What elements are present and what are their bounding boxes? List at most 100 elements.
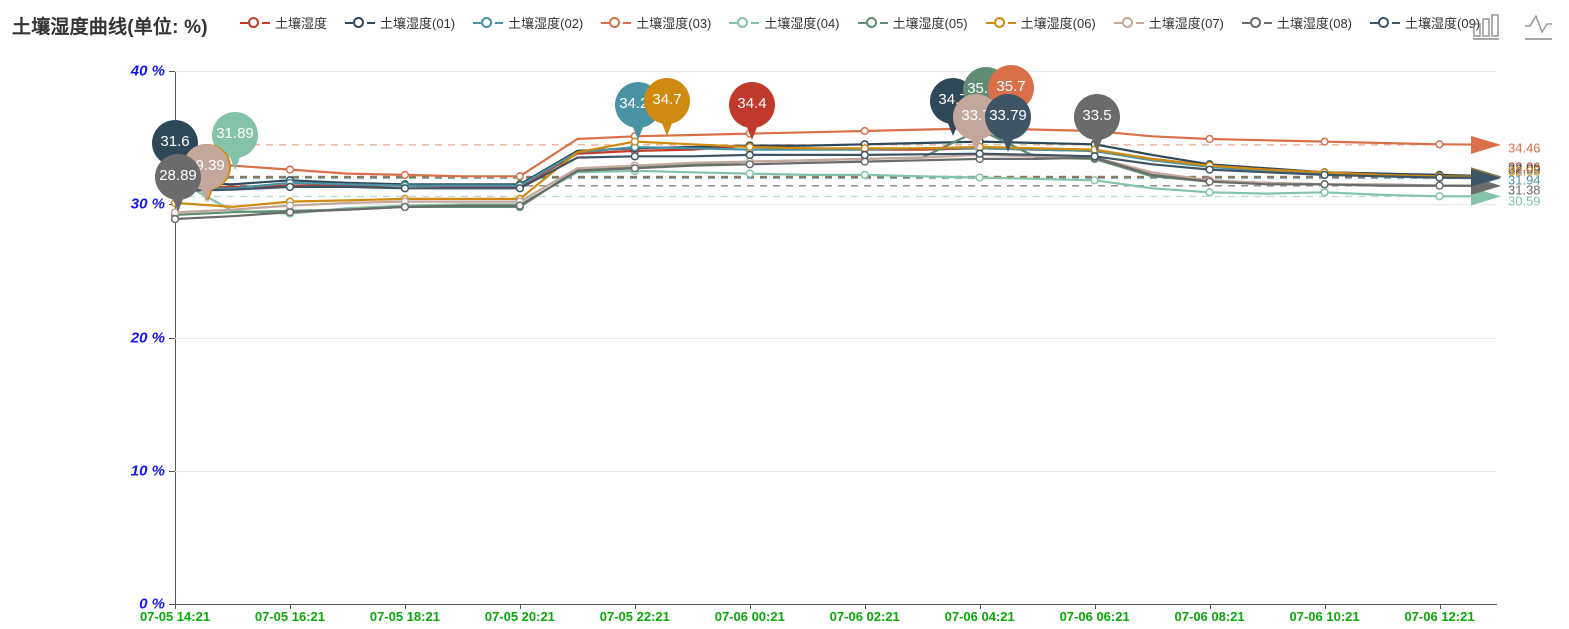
legend-item-2[interactable]: 土壤湿度(02) xyxy=(473,13,583,32)
series-point xyxy=(1435,192,1444,201)
x-tick-label: 07-06 12:21 xyxy=(1404,609,1475,624)
series-point xyxy=(745,142,754,152)
series-point xyxy=(400,170,410,180)
legend-label: 土壤湿度 xyxy=(275,16,328,31)
series-line-0 xyxy=(174,144,1498,190)
series-point xyxy=(630,152,639,161)
x-tick-label: 07-05 20:21 xyxy=(484,609,555,624)
pin-marker-7: 34.4 xyxy=(729,82,775,140)
series-line-7 xyxy=(174,153,1498,214)
series-point xyxy=(1205,165,1214,174)
legend-item-4[interactable]: 土壤湿度(04) xyxy=(729,13,840,32)
series-line-4 xyxy=(174,169,1498,215)
series-point xyxy=(630,164,639,173)
x-tick-label: 07-06 04:21 xyxy=(944,609,1015,624)
legend-label: 土壤湿度(01) xyxy=(380,16,456,31)
gridline xyxy=(175,470,1497,472)
x-tick-mark xyxy=(749,604,751,609)
end-value-label-0: 34.46 xyxy=(1508,140,1541,156)
x-tick-mark xyxy=(404,604,406,609)
line-chart-icon[interactable] xyxy=(1521,8,1555,42)
legend-symbol-icon xyxy=(473,16,504,30)
legend-symbol-icon xyxy=(729,16,760,30)
pin-value: 33.79 xyxy=(989,106,1027,124)
series-line-2 xyxy=(175,146,1498,190)
series-point xyxy=(1090,176,1099,185)
legend-item-1[interactable]: 土壤湿度(01) xyxy=(345,13,455,32)
y-tick-label: 20 % xyxy=(130,329,165,346)
y-tick-label: 40 % xyxy=(130,62,165,80)
x-tick-mark xyxy=(289,604,291,609)
series-point xyxy=(860,157,869,166)
series-point xyxy=(1320,170,1329,180)
series-point xyxy=(1320,188,1329,197)
pin-value: 35.7 xyxy=(996,77,1026,95)
pin-value: 34.7 xyxy=(652,90,682,108)
x-tick-label: 07-05 18:21 xyxy=(369,609,440,624)
pin-bulb xyxy=(155,154,201,200)
legend-symbol-icon xyxy=(985,16,1016,30)
plot-lines xyxy=(170,124,1501,224)
series-point xyxy=(400,202,410,212)
gridline xyxy=(175,204,1497,206)
legend-item-9[interactable]: 土壤湿度(09) xyxy=(1370,13,1480,32)
legend-symbol-icon xyxy=(345,16,376,30)
x-axis-line xyxy=(175,604,1497,605)
series-point xyxy=(860,150,869,160)
pin-value: 31.6 xyxy=(160,132,190,150)
gridline xyxy=(175,71,1497,72)
series-point xyxy=(1205,177,1214,186)
x-tick-mark xyxy=(1439,604,1441,609)
series-point xyxy=(515,201,525,210)
series-point xyxy=(860,170,869,180)
pin-bulb xyxy=(1074,94,1120,140)
legend-label: 土壤湿度(02) xyxy=(508,16,584,31)
gridline xyxy=(175,337,1497,339)
legend-symbol-icon xyxy=(1113,16,1144,30)
end-value-label-6: 30.59 xyxy=(1508,193,1541,209)
legend-label: 土壤湿度(04) xyxy=(764,16,840,31)
series-point xyxy=(1090,152,1099,161)
legend-item-3[interactable]: 土壤湿度(03) xyxy=(601,13,711,32)
chart-toolbox[interactable] xyxy=(1469,8,1555,42)
x-tick-label: 07-05 14:21 xyxy=(139,609,211,624)
y-tick-mark xyxy=(169,71,175,72)
x-tick-mark xyxy=(1324,604,1326,609)
legend-item-8[interactable]: 土壤湿度(08) xyxy=(1241,13,1352,32)
x-tick-mark xyxy=(634,604,636,609)
x-tick-label: 07-06 10:21 xyxy=(1289,609,1360,624)
pin-bulb xyxy=(729,82,775,128)
x-tick-label: 07-05 22:21 xyxy=(599,609,670,624)
series-line-3 xyxy=(174,127,1498,178)
x-tick-label: 07-06 02:21 xyxy=(829,609,900,624)
x-tick-mark xyxy=(1094,604,1096,609)
series-point xyxy=(1205,188,1214,197)
legend-symbol-icon xyxy=(1370,16,1401,30)
series-end-arrow xyxy=(1471,168,1501,187)
series-point xyxy=(860,126,869,136)
series-point xyxy=(1435,181,1444,190)
chart-legend[interactable]: 土壤湿度 土壤湿度(01) 土壤湿度(02) 土壤湿度(03) 土壤湿度(04) 土壤湿度… xyxy=(240,13,1498,32)
y-tick-label: 30 % xyxy=(130,195,165,213)
pin-value: 28.89 xyxy=(159,166,197,184)
legend-item-5[interactable]: 土壤湿度(05) xyxy=(857,13,968,32)
series-end-arrow xyxy=(1471,135,1501,154)
x-tick-label: 07-06 08:21 xyxy=(1174,609,1245,624)
legend-item-0[interactable]: 土壤湿度 xyxy=(240,13,327,32)
pin-value: 33.7 xyxy=(961,106,991,124)
series-point xyxy=(170,214,180,224)
legend-label: 土壤湿度(06) xyxy=(1020,16,1096,31)
pin-value: 33.5 xyxy=(1082,106,1112,124)
pin-value: 34.4 xyxy=(737,94,767,112)
bar-chart-icon[interactable] xyxy=(1469,8,1503,42)
legend-symbol-icon xyxy=(857,16,888,30)
x-tick-label: 07-05 16:21 xyxy=(254,609,326,624)
x-tick-mark xyxy=(979,604,981,609)
series-point xyxy=(745,150,754,160)
series-point xyxy=(745,169,754,178)
y-tick-label: 10 % xyxy=(130,462,165,480)
x-tick-mark xyxy=(175,604,176,609)
legend-item-7[interactable]: 土壤湿度(07) xyxy=(1113,13,1224,32)
end-value-label-5: 31.38 xyxy=(1508,182,1541,198)
legend-item-6[interactable]: 土壤湿度(06) xyxy=(985,13,1096,32)
